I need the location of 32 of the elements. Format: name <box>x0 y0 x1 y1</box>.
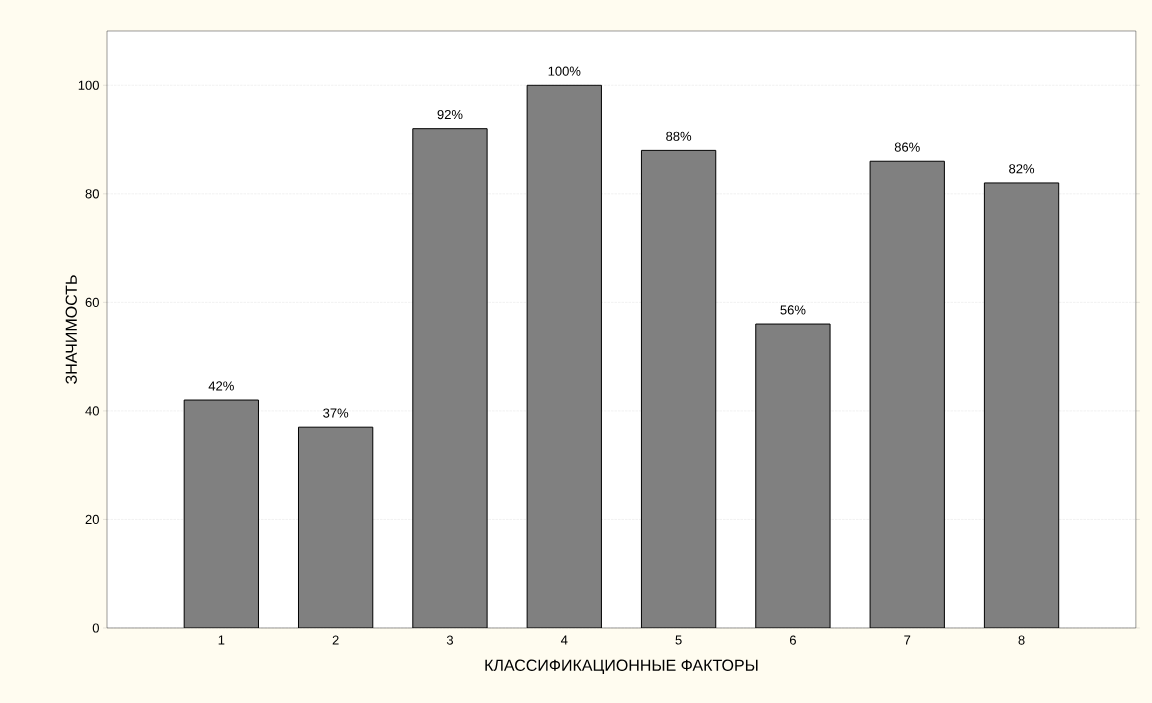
y-axis-title: ЗНАЧИМОСТЬ <box>65 275 77 384</box>
data-label: 88% <box>666 131 692 141</box>
data-label: 42% <box>208 381 234 391</box>
x-tick-label: 5 <box>675 635 682 645</box>
y-tick-label: 100 <box>78 80 99 90</box>
x-axis-title: КЛАССИФИКАЦИОННЫЕ ФАКТОРЫ <box>485 659 758 674</box>
data-label: 82% <box>1009 164 1035 174</box>
x-tick-label: 7 <box>904 635 911 645</box>
x-tick-label: 6 <box>789 635 796 645</box>
bar <box>983 182 1060 628</box>
x-tick-label: 1 <box>218 635 225 645</box>
data-label: 37% <box>323 408 349 418</box>
data-label: 100% <box>548 66 581 76</box>
bar <box>297 426 374 628</box>
y-tick-label: 60 <box>85 297 99 307</box>
data-label: 56% <box>780 305 806 315</box>
bar <box>640 149 717 628</box>
y-tick-label: 40 <box>85 406 99 416</box>
x-tick-label: 4 <box>560 635 568 645</box>
bar <box>755 324 831 628</box>
data-label: 92% <box>437 109 463 120</box>
bar <box>869 160 945 628</box>
y-tick-label: 80 <box>85 189 99 199</box>
y-tick-label: 20 <box>85 514 99 525</box>
bar <box>412 128 488 628</box>
bar <box>526 84 602 628</box>
x-tick-label: 2 <box>332 635 339 645</box>
bar <box>183 399 259 628</box>
x-tick-label: 8 <box>1018 635 1025 645</box>
x-tick-label: 3 <box>446 635 454 645</box>
data-label: 86% <box>894 142 920 152</box>
y-tick-label: 0 <box>92 623 99 633</box>
